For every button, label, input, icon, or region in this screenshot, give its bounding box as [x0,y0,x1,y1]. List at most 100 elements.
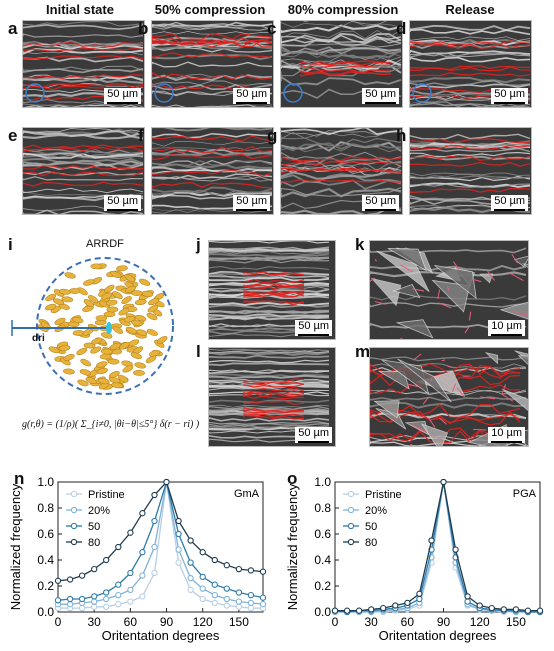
x-tick-label: 30 [87,615,101,629]
panel-label-m: m [355,342,371,361]
y-tick-label: 0.4 [314,553,331,567]
panel-label-j: j [196,235,201,254]
sem-panel-e: 50 µm [22,127,145,215]
legend-entry: 80 [88,537,100,549]
scale-bar: 50 µm [104,195,141,211]
data-point [343,607,351,614]
y-tick-label: 1.0 [314,475,331,489]
y-tick-label: 1.0 [37,475,54,489]
data-point [380,604,387,612]
scale-bar: 50 µm [295,320,332,336]
data-point [235,589,243,596]
data-point [127,598,134,605]
data-point [91,593,98,600]
panel-label-n: n [14,469,25,488]
data-point [103,603,110,610]
data-point [78,572,86,579]
data-point [115,543,122,551]
data-point [524,607,532,614]
data-point [247,599,255,607]
y-tick-label: 0.8 [314,501,331,515]
x-axis-label: Oritentation degrees [102,628,220,643]
x-tick-label: 0 [332,615,339,629]
scale-bar: 10 µm [488,427,525,443]
sem-panel-l: 50 µm [208,347,336,447]
data-point [103,589,110,596]
data-point [163,478,170,486]
data-point [187,537,194,544]
legend-entry: Pristine [88,489,125,501]
panel-label-c: c [267,19,277,38]
legend-marker [347,490,355,498]
legend-entry: 80 [365,537,377,549]
data-point [151,491,158,499]
y-tick-label: 0.2 [314,579,331,593]
sem-panel-c: 50 µm [280,20,403,108]
data-point [247,604,255,612]
legend-entry: 20% [88,505,110,517]
data-point [259,568,267,575]
sem-panel-g: 50 µm [280,127,403,215]
data-point [127,529,134,536]
sem-panel-f: 50 µm [151,127,274,215]
data-point [91,565,98,573]
data-point [404,599,411,607]
scale-bar: 50 µm [362,88,399,104]
data-point [175,546,182,553]
data-point [127,569,134,577]
arrdf-formula: g(r,θ) = (1/ρ)( Σ_{i≠0, |θi−θ|≤5°} δ(r −… [22,419,200,430]
x-tick-label: 150 [229,615,249,629]
data-point [151,569,158,577]
panel-label-h: h [396,126,407,145]
data-point [139,510,146,517]
data-point [187,586,194,594]
scale-bar: 50 µm [295,427,332,443]
data-point [536,607,544,614]
data-point [368,606,375,613]
data-point [235,603,243,610]
arrdf-title: ARRDF [86,238,124,250]
panel-label-i: i [8,235,13,254]
column-header-initial: Initial state [46,2,114,17]
y-tick-label: 0.8 [37,501,54,515]
legend-marker [70,490,78,498]
column-header-50-compression: 50% compression [154,2,266,17]
data-point [151,517,158,525]
data-point [187,559,194,566]
dr-label: dri [32,333,45,344]
data-point [416,595,423,603]
scale-bar: 50 µm [491,88,528,104]
data-point [223,585,230,592]
scale-bar: 50 µm [362,195,399,211]
scale-bar: 50 µm [233,195,270,211]
x-tick-label: 90 [437,615,451,629]
data-point [151,543,158,551]
data-point [139,572,146,579]
data-point [78,604,86,612]
scale-bar: 50 µm [233,88,270,104]
data-point [115,601,122,608]
data-point [392,602,399,609]
data-point [175,517,182,525]
y-axis-label: Normalized frequency [8,483,23,610]
panel-label-b: b [138,19,149,38]
legend-entry: Pristine [365,489,402,501]
data-point [54,597,62,604]
data-point [187,575,194,582]
data-point [199,595,206,603]
data-point [500,606,507,613]
data-point [199,585,206,592]
x-tick-label: 90 [160,615,174,629]
legend-marker [347,522,355,530]
panel-label-e: e [8,126,18,145]
x-tick-label: 60 [401,615,415,629]
plot-frame [334,481,541,613]
data-point [91,598,98,605]
y-tick-label: 0.0 [37,605,54,619]
panel-label-d: d [396,19,407,38]
data-point [416,590,423,597]
x-tick-label: 120 [470,615,490,629]
y-tick-label: 0.2 [37,579,54,593]
legend-entry: 50 [88,521,100,533]
data-point [452,546,459,553]
